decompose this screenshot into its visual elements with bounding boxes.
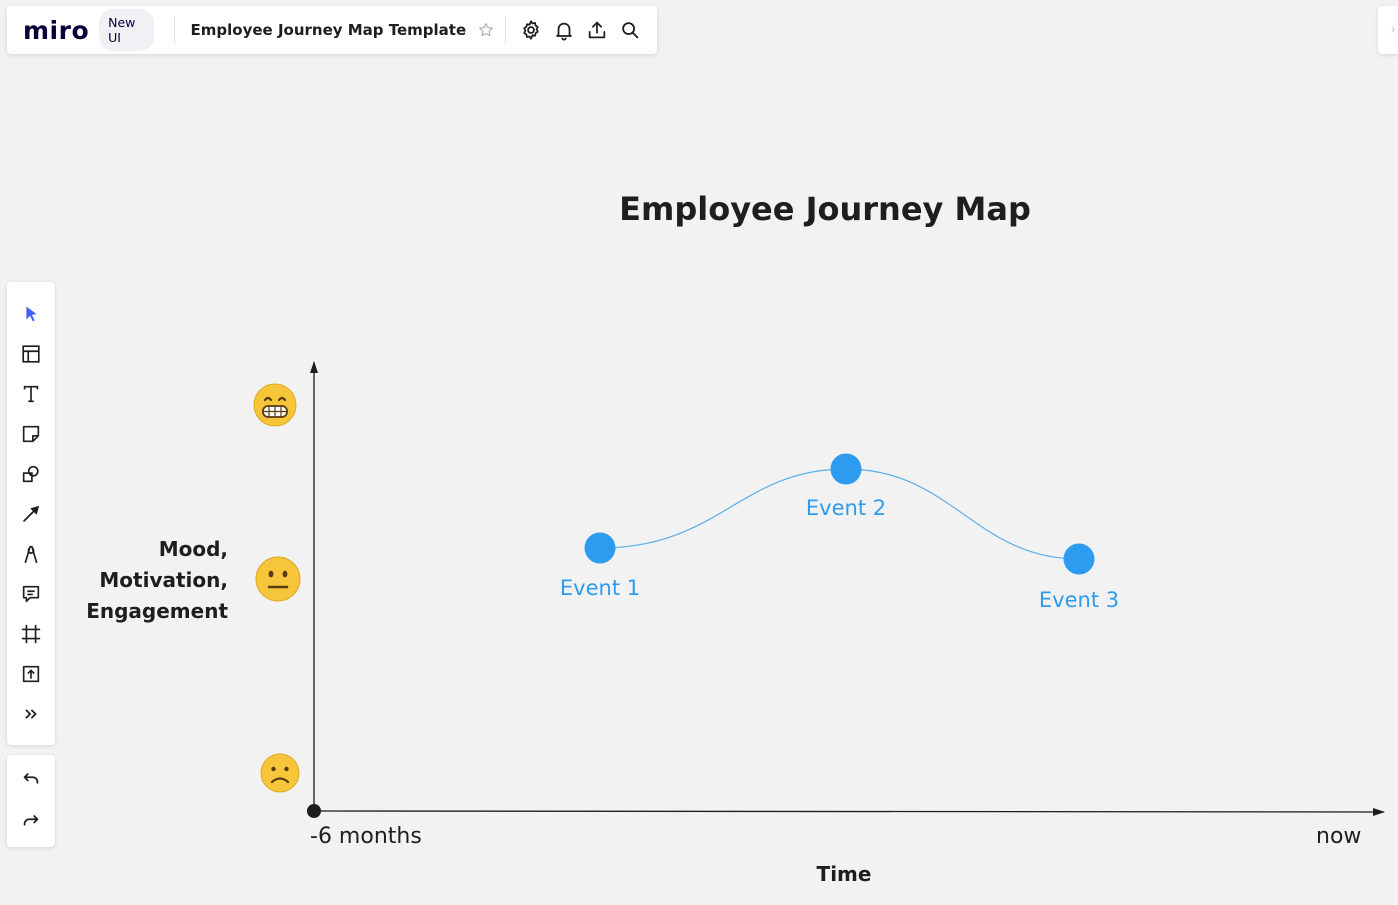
event-dot: [830, 453, 862, 485]
upload-icon: [22, 665, 40, 683]
y-axis-label[interactable]: Mood, Motivation, Engagement: [60, 534, 228, 627]
axis-origin-dot: [307, 804, 321, 818]
y-axis-label-line: Mood,: [158, 537, 228, 561]
templates-tool[interactable]: [11, 334, 51, 374]
text-icon: [23, 385, 39, 403]
event-dot: [584, 532, 616, 564]
event-label[interactable]: Event 3: [1038, 588, 1120, 612]
undo-redo-bar: [7, 755, 55, 847]
frame-tool[interactable]: [11, 614, 51, 654]
x-axis-label[interactable]: Time: [816, 862, 872, 886]
undo-icon: [23, 773, 39, 784]
event-label[interactable]: Event 2: [805, 496, 887, 520]
new-ui-badge[interactable]: New UI: [99, 9, 154, 51]
search-icon[interactable]: [614, 10, 647, 50]
divider: [173, 17, 175, 43]
upload-icon[interactable]: [581, 10, 614, 50]
board-heading[interactable]: Employee Journey Map: [619, 190, 1031, 228]
comment-tool[interactable]: [11, 574, 51, 614]
star-icon[interactable]: [474, 10, 497, 50]
text-tool[interactable]: [11, 374, 51, 414]
templates-icon: [22, 345, 40, 363]
x-axis-end-label[interactable]: now: [1316, 824, 1362, 849]
connection-line-tool[interactable]: [11, 494, 51, 534]
upload-tool[interactable]: [11, 654, 51, 694]
more-tools[interactable]: [11, 694, 51, 734]
happy-emoji[interactable]: [252, 382, 298, 432]
miro-logo[interactable]: miro: [23, 15, 90, 45]
top-bar: miro New UI Employee Journey Map Templat…: [7, 6, 657, 54]
left-toolbar: [7, 282, 55, 745]
comment-icon: [22, 585, 40, 603]
y-axis-label-line: Motivation,: [99, 568, 228, 592]
gear-icon[interactable]: [514, 10, 547, 50]
x-axis: [313, 807, 1385, 816]
y-axis-label-line: Engagement: [86, 599, 228, 623]
frame-icon: [21, 624, 41, 644]
event-label[interactable]: Event 1: [559, 576, 641, 600]
redo-icon: [23, 815, 39, 826]
pen-icon: [24, 545, 38, 564]
divider: [505, 17, 507, 43]
board-title[interactable]: Employee Journey Map Template: [190, 21, 467, 39]
sticky-note-icon: [22, 425, 40, 443]
shapes-icon: [22, 465, 39, 483]
sad-emoji[interactable]: [259, 752, 301, 798]
neutral-emoji[interactable]: [254, 555, 302, 607]
x-axis-start-label[interactable]: -6 months: [310, 824, 422, 849]
sticky-note-tool[interactable]: [11, 414, 51, 454]
redo-button[interactable]: [11, 802, 51, 842]
right-panel-toggle[interactable]: ›: [1378, 6, 1398, 54]
undo-button[interactable]: [11, 760, 51, 800]
bell-icon[interactable]: [547, 10, 580, 50]
pen-tool[interactable]: [11, 534, 51, 574]
arrow-icon: [23, 505, 40, 522]
shapes-tool[interactable]: [11, 454, 51, 494]
event-dot: [1063, 543, 1095, 575]
select-tool[interactable]: [11, 294, 51, 334]
double-chevron-icon: [25, 709, 37, 719]
cursor-icon: [26, 306, 37, 322]
